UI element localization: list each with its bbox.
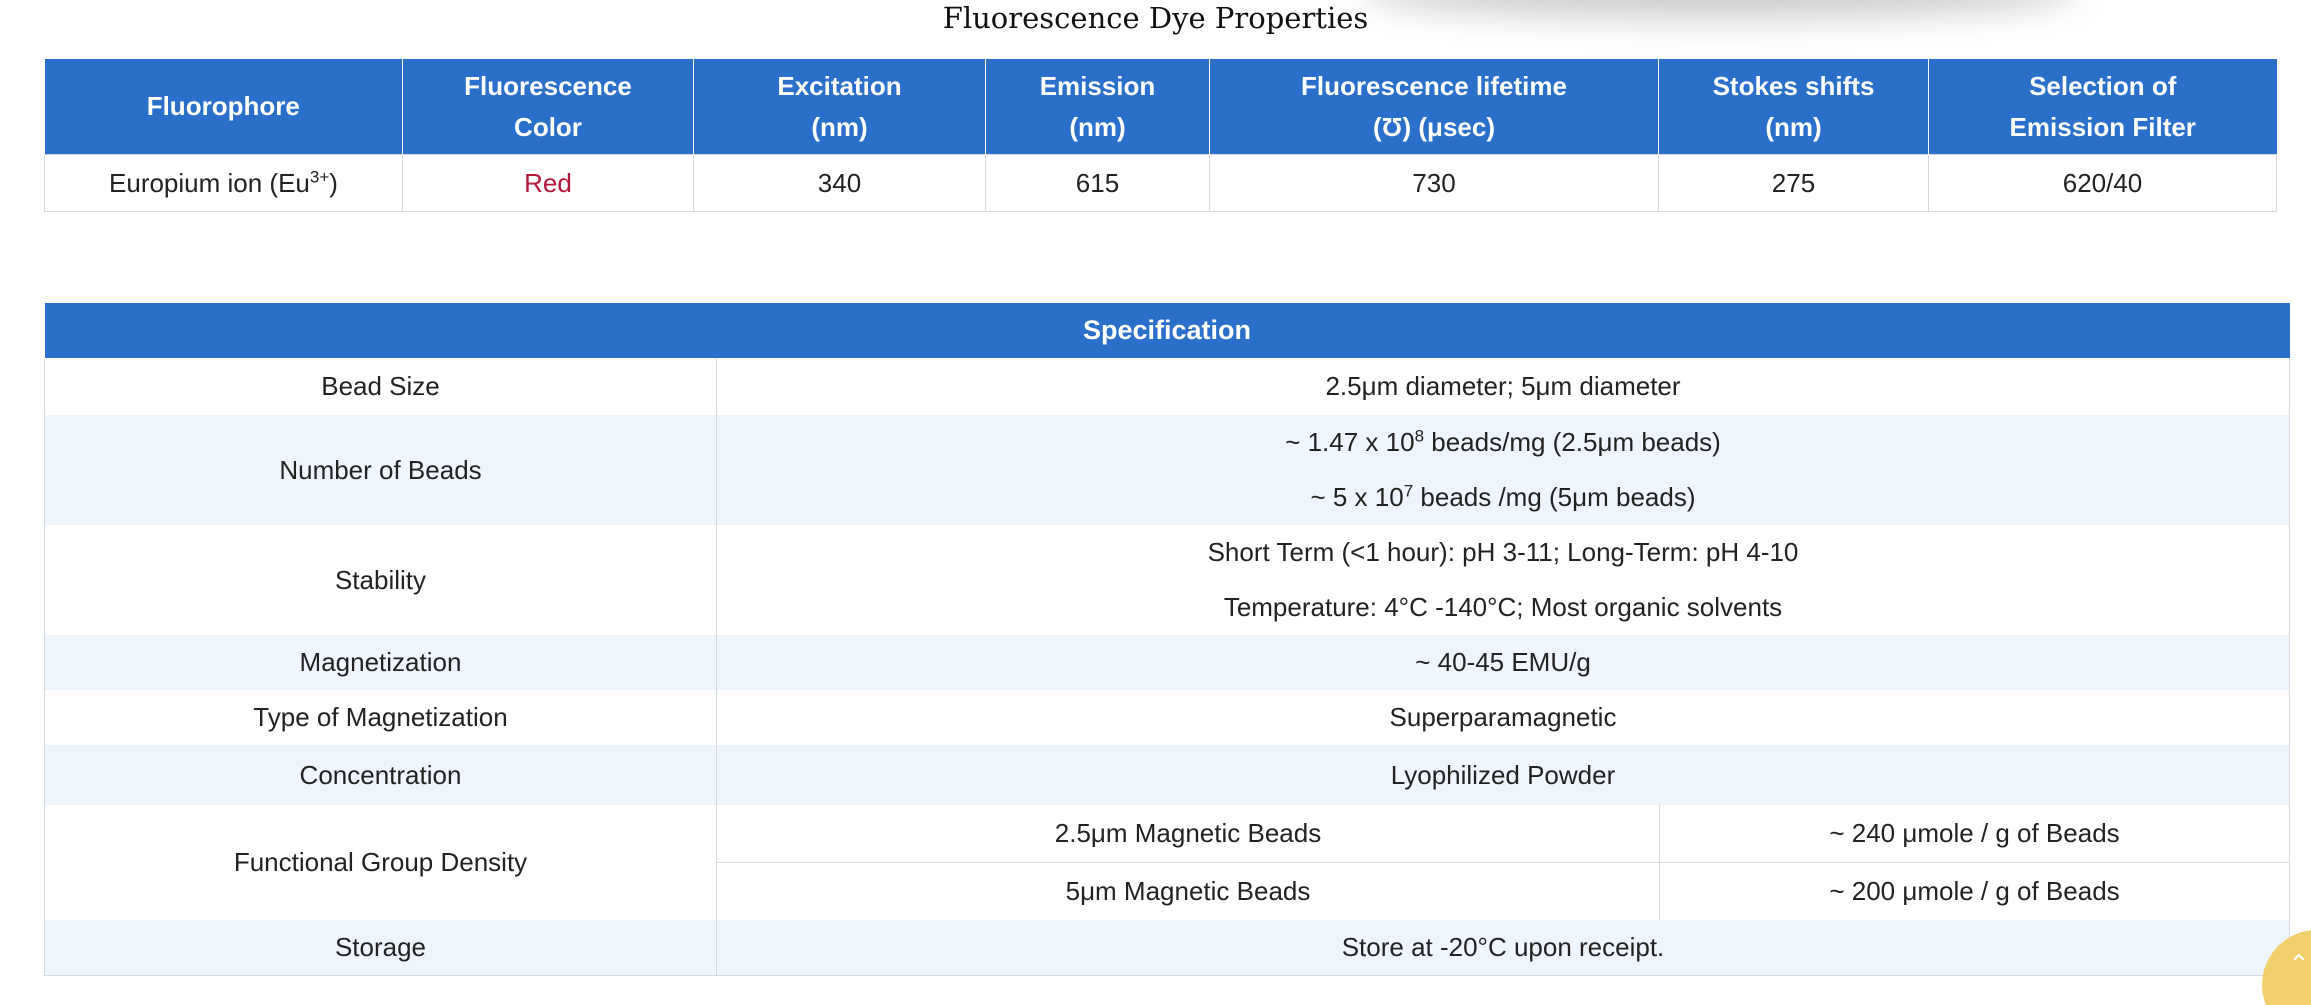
spec-value: Short Term (<1 hour): pH 3-11; Long-Term… [716,525,2290,635]
cell-lifetime: 730 [1209,154,1659,212]
spec-label: Magnetization [44,635,717,690]
fgd-value-2-5: ~ 240 μmole / g of Beads [1659,805,2290,863]
cell-emission-filter: 620/40 [1928,154,2277,212]
header-stokes-shifts: Stokes shifts (nm) [1658,59,1929,155]
cell-fluorescence-color: Red [402,154,694,212]
spec-value: Superparamagnetic [716,690,2290,745]
decorative-shadow [1360,0,2080,16]
fgd-bead-5: 5μm Magnetic Beads [716,862,1660,920]
spec-value: 2.5μm diameter; 5μm diameter [716,358,2290,415]
spec-label: Storage [44,920,717,976]
cell-emission: 615 [985,154,1210,212]
spec-row-bead-size: Bead Size 2.5μm diameter; 5μm diameter [44,358,2290,415]
header-emission: Emission (nm) [985,59,1210,155]
spec-label: Concentration [44,745,717,805]
stability-line-2: Temperature: 4°C -140°C; Most organic so… [1223,592,1783,622]
dye-header-row: Fluorophore Fluorescence Color Excitation… [44,59,2277,155]
header-excitation: Excitation (nm) [693,59,986,155]
beads-line-1: ~ 1.47 x 108 beads/mg (2.5μm beads) [1285,426,1721,457]
specification-table: Specification Bead Size 2.5μm diameter; … [44,303,2290,976]
spec-label: Bead Size [44,358,717,415]
fgd-bead-2-5: 2.5μm Magnetic Beads [716,805,1660,863]
beads-line-2: ~ 5 x 107 beads /mg (5μm beads) [1310,481,1696,512]
spec-label: Number of Beads [44,415,717,525]
spec-row-concentration: Concentration Lyophilized Powder [44,745,2290,805]
cell-stokes-shift: 275 [1658,154,1929,212]
fluorescence-dye-table: Fluorophore Fluorescence Color Excitation… [44,59,2277,212]
spec-value: Lyophilized Powder [716,745,2290,805]
specification-header: Specification [44,303,2290,358]
cell-fluorophore: Europium ion (Eu3+) [44,154,403,212]
header-fluorescence-color: Fluorescence Color [402,59,694,155]
chevron-up-icon: ⌃ [2288,950,2310,980]
spec-row-storage: Storage Store at -20°C upon receipt. [44,920,2290,976]
header-fluorophore: Fluorophore [44,59,403,155]
header-emission-filter: Selection of Emission Filter [1928,59,2277,155]
spec-value: Store at -20°C upon receipt. [716,920,2290,976]
spec-row-functional-group-density: Functional Group Density 2.5μm Magnetic … [44,805,2290,920]
spec-row-number-of-beads: Number of Beads ~ 1.47 x 108 beads/mg (2… [44,415,2290,525]
spec-label: Type of Magnetization [44,690,717,745]
spec-value: ~ 1.47 x 108 beads/mg (2.5μm beads) ~ 5 … [716,415,2290,525]
dye-table-title: Fluorescence Dye Properties [942,1,1369,35]
spec-value: ~ 40-45 EMU/g [716,635,2290,690]
header-fluorescence-lifetime: Fluorescence lifetime (Ʊ) (μsec) [1209,59,1659,155]
spec-row-functional-group-density-2: 5μm Magnetic Beads ~ 200 μmole / g of Be… [45,862,2290,920]
spec-row-magnetization: Magnetization ~ 40-45 EMU/g [44,635,2290,690]
spec-label: Stability [44,525,717,635]
spec-row-type-of-magnetization: Type of Magnetization Superparamagnetic [44,690,2290,745]
stability-line-1: Short Term (<1 hour): pH 3-11; Long-Term… [1207,537,1799,567]
dye-data-row: Europium ion (Eu3+) Red 340 615 730 275 … [44,154,2277,212]
fgd-value-5: ~ 200 μmole / g of Beads [1659,862,2290,920]
spec-label: Functional Group Density [44,805,717,920]
cell-excitation: 340 [693,154,986,212]
spec-row-stability: Stability Short Term (<1 hour): pH 3-11;… [44,525,2290,635]
